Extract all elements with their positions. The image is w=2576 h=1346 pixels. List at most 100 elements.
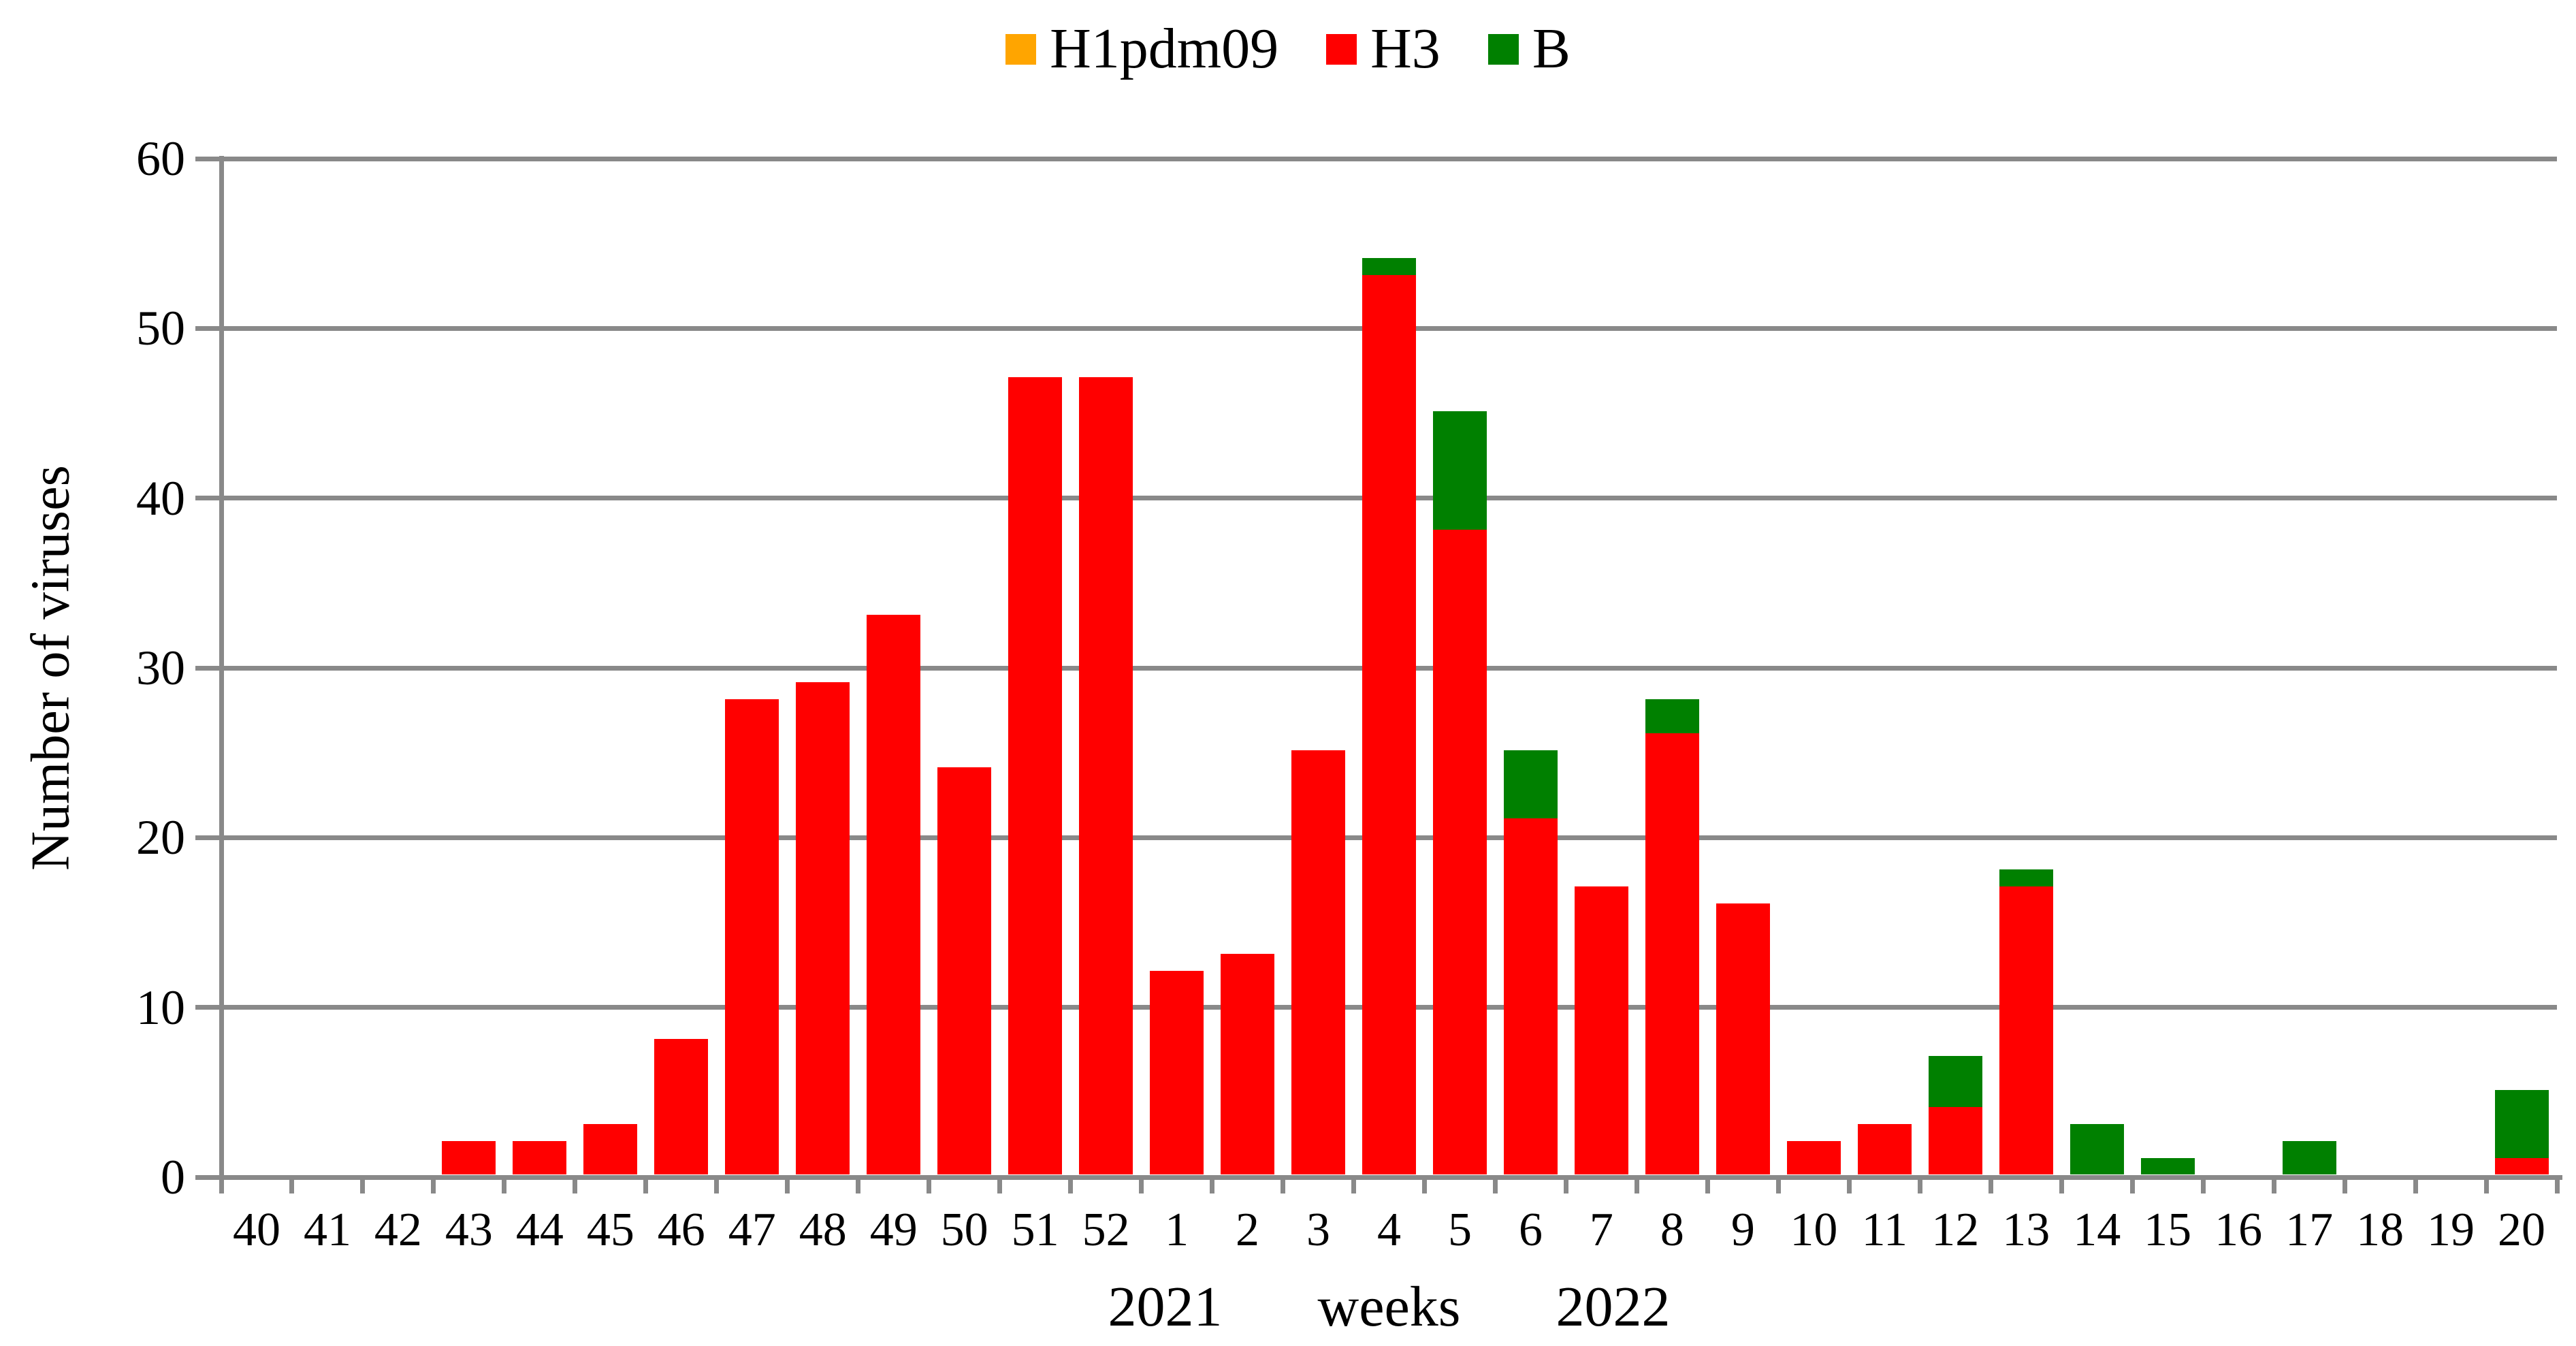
x-axis-title: 2021 weeks 2022 bbox=[221, 1279, 2557, 1336]
legend: H1pdm09 H3 B bbox=[0, 15, 2576, 83]
bar-segment-H3-week-12 bbox=[1928, 1106, 1982, 1175]
x-tick-31 bbox=[2413, 1177, 2418, 1193]
x-tick-26 bbox=[2059, 1177, 2064, 1193]
bar-segment-H3-week-10 bbox=[1786, 1140, 1841, 1175]
bar-segment-B-week-4 bbox=[1362, 258, 1416, 276]
bar-segment-H3-week-3 bbox=[1291, 750, 1346, 1175]
x-tick-7 bbox=[714, 1177, 720, 1193]
y-tick-label-60: 60 bbox=[136, 131, 185, 186]
legend-item-H3: H3 bbox=[1326, 20, 1440, 78]
bar-segment-B-week-13 bbox=[1999, 869, 2053, 886]
x-tick-label-week-49: 49 bbox=[869, 1204, 918, 1256]
x-tick-label-week-8: 8 bbox=[1660, 1204, 1684, 1256]
bar-segment-H3-week-43 bbox=[442, 1140, 496, 1175]
x-tick-label-week-42: 42 bbox=[374, 1204, 422, 1256]
x-tick-18 bbox=[1492, 1177, 1498, 1193]
x-tick-label-week-3: 3 bbox=[1306, 1204, 1331, 1256]
bar-segment-B-week-20 bbox=[2494, 1089, 2549, 1158]
x-tick-label-week-13: 13 bbox=[2002, 1204, 2050, 1256]
x-axis-year-2021: 2021 bbox=[1108, 1275, 1223, 1339]
x-tick-label-week-52: 52 bbox=[1082, 1204, 1130, 1256]
x-tick-10 bbox=[927, 1177, 932, 1193]
bar-segment-H3-week-50 bbox=[937, 767, 992, 1175]
legend-item-H1pdm09: H1pdm09 bbox=[1005, 20, 1278, 78]
bar-segment-B-week-14 bbox=[2070, 1123, 2124, 1175]
x-tick-label-week-41: 41 bbox=[303, 1204, 351, 1256]
y-tick-60 bbox=[195, 156, 221, 161]
x-tick-27 bbox=[2129, 1177, 2135, 1193]
x-tick-label-week-40: 40 bbox=[232, 1204, 280, 1256]
x-axis-line bbox=[219, 1174, 2562, 1180]
x-tick-label-week-43: 43 bbox=[445, 1204, 493, 1256]
x-tick-label-week-19: 19 bbox=[2427, 1204, 2475, 1256]
x-tick-14 bbox=[1210, 1177, 1215, 1193]
bar-segment-H3-week-52 bbox=[1079, 376, 1133, 1175]
legend-swatch-H3 bbox=[1326, 33, 1357, 65]
x-tick-4 bbox=[502, 1177, 507, 1193]
bar-segment-H3-week-45 bbox=[583, 1123, 638, 1175]
x-tick-6 bbox=[643, 1177, 649, 1193]
bar-segment-B-week-12 bbox=[1928, 1055, 1982, 1107]
bar-segment-H3-week-20 bbox=[2494, 1157, 2549, 1175]
x-tick-label-week-7: 7 bbox=[1589, 1204, 1613, 1256]
x-tick-label-week-16: 16 bbox=[2215, 1204, 2263, 1256]
x-axis-weeks-label: weeks bbox=[1317, 1275, 1461, 1339]
y-tick-label-50: 50 bbox=[136, 301, 185, 356]
x-tick-label-week-48: 48 bbox=[799, 1204, 847, 1256]
y-tick-10 bbox=[195, 1005, 221, 1010]
x-tick-8 bbox=[785, 1177, 790, 1193]
bar-segment-H3-week-5 bbox=[1432, 530, 1487, 1175]
y-tick-label-40: 40 bbox=[136, 470, 185, 526]
bar-segment-B-week-8 bbox=[1645, 699, 1699, 734]
x-tick-label-week-2: 2 bbox=[1236, 1204, 1260, 1256]
bar-segment-H3-week-9 bbox=[1716, 903, 1770, 1175]
bar-segment-H3-week-51 bbox=[1008, 376, 1063, 1175]
x-tick-19 bbox=[1563, 1177, 1568, 1193]
x-tick-label-week-14: 14 bbox=[2073, 1204, 2121, 1256]
bar-segment-H3-week-7 bbox=[1574, 886, 1628, 1175]
x-tick-label-week-47: 47 bbox=[728, 1204, 776, 1256]
legend-swatch-H1pdm09 bbox=[1005, 33, 1037, 65]
x-tick-9 bbox=[856, 1177, 861, 1193]
x-tick-label-week-10: 10 bbox=[1790, 1204, 1838, 1256]
x-tick-label-week-50: 50 bbox=[940, 1204, 988, 1256]
y-tick-label-0: 0 bbox=[161, 1150, 185, 1204]
x-tick-2 bbox=[360, 1177, 366, 1193]
x-tick-32 bbox=[2483, 1177, 2489, 1193]
x-tick-29 bbox=[2271, 1177, 2276, 1193]
bar-segment-H3-week-2 bbox=[1221, 954, 1275, 1175]
x-tick-11 bbox=[997, 1177, 1003, 1193]
y-tick-label-30: 30 bbox=[136, 641, 185, 695]
legend-label-B: B bbox=[1532, 17, 1571, 80]
x-tick-label-week-20: 20 bbox=[2498, 1204, 2545, 1256]
x-tick-30 bbox=[2342, 1177, 2347, 1193]
bar-segment-H3-week-47 bbox=[725, 699, 779, 1175]
bar-segment-B-week-17 bbox=[2282, 1140, 2336, 1175]
legend-label-H1pdm09: H1pdm09 bbox=[1050, 17, 1279, 80]
x-tick-label-week-18: 18 bbox=[2356, 1204, 2404, 1256]
bar-segment-H3-week-1 bbox=[1150, 971, 1204, 1175]
x-tick-23 bbox=[1846, 1177, 1852, 1193]
bar-segment-H3-week-4 bbox=[1362, 275, 1416, 1175]
x-tick-label-week-1: 1 bbox=[1165, 1204, 1189, 1256]
x-tick-label-week-4: 4 bbox=[1376, 1204, 1401, 1256]
x-tick-label-week-45: 45 bbox=[586, 1204, 634, 1256]
x-axis-year-2022: 2022 bbox=[1556, 1275, 1671, 1339]
x-tick-label-week-9: 9 bbox=[1730, 1204, 1755, 1256]
y-tick-20 bbox=[195, 835, 221, 840]
x-tick-22 bbox=[1775, 1177, 1781, 1193]
y-tick-0 bbox=[195, 1174, 221, 1180]
y-tick-30 bbox=[195, 665, 221, 671]
x-tick-label-week-11: 11 bbox=[1861, 1204, 1907, 1256]
y-tick-50 bbox=[195, 325, 221, 331]
x-tick-label-week-17: 17 bbox=[2285, 1204, 2334, 1256]
bar-segment-H3-week-44 bbox=[513, 1140, 567, 1175]
x-tick-3 bbox=[431, 1177, 436, 1193]
y-axis-line bbox=[219, 156, 224, 1193]
x-tick-label-week-46: 46 bbox=[657, 1204, 705, 1256]
legend-label-H3: H3 bbox=[1370, 17, 1440, 80]
y-tick-40 bbox=[195, 496, 221, 501]
x-tick-label-week-44: 44 bbox=[515, 1204, 564, 1256]
bar-segment-H3-week-49 bbox=[867, 614, 921, 1175]
bar-segment-H3-week-13 bbox=[1999, 886, 2053, 1175]
